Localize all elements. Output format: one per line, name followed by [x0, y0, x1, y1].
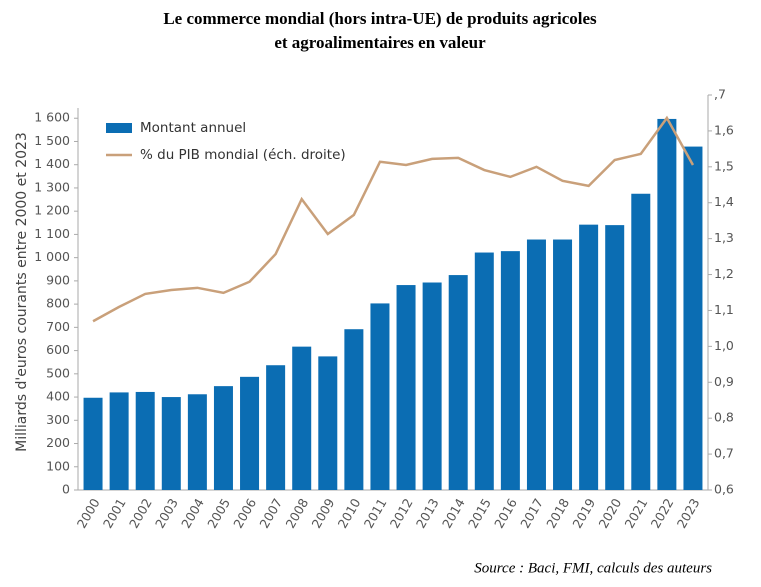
x-tick-label: 2001 [100, 496, 129, 531]
bar [396, 285, 416, 490]
bar [448, 275, 468, 490]
x-tick-label: 2008 [282, 496, 311, 531]
x-tick-label: 2012 [387, 496, 416, 531]
x-tick-label: 2003 [152, 496, 181, 531]
x-tick-label: 2011 [361, 496, 390, 531]
bar [500, 251, 520, 490]
bar [213, 386, 233, 490]
bar [579, 224, 599, 490]
y-axis-label: Milliards d'euros courants entre 2000 et… [14, 132, 30, 452]
x-tick-label: 2009 [309, 496, 338, 531]
y-tick-label: 900 [46, 272, 70, 287]
y-tick-label: 700 [46, 319, 70, 334]
x-tick-label: 2000 [74, 496, 103, 531]
bar [318, 356, 338, 490]
x-tick-label: 2017 [517, 496, 546, 531]
x-tick-label: 2019 [569, 496, 598, 531]
y2-tick-label: 0,9 [714, 374, 734, 389]
y-tick-label: 400 [46, 389, 70, 404]
y-tick-label: 100 [46, 458, 70, 473]
x-tick-label: 2014 [439, 496, 468, 531]
bar [683, 146, 703, 491]
chart-title: Le commerce mondial (hors intra-UE) de p… [163, 9, 597, 28]
x-tick-label: 2023 [674, 496, 703, 531]
y2-tick-label: 1,4 [714, 194, 734, 209]
y-tick-label: 1 300 [34, 179, 70, 194]
bar [344, 329, 364, 490]
y2-tick-label: 1,1 [714, 302, 734, 317]
x-tick-label: 2021 [622, 496, 651, 531]
y-tick-label: 0 [62, 482, 70, 497]
y-tick-label: 600 [46, 342, 70, 357]
bar [422, 282, 442, 490]
x-tick-label: 2006 [230, 496, 259, 531]
legend-label: % du PIB mondial (éch. droite) [140, 147, 346, 163]
x-tick-label: 2020 [595, 496, 624, 531]
y-tick-label: 1 200 [34, 203, 70, 218]
bar [370, 303, 390, 490]
x-tick-label: 2002 [126, 496, 155, 531]
bar [83, 397, 103, 490]
chart-subtitle: et agroalimentaires en valeur [274, 33, 486, 52]
y-tick-label: 500 [46, 365, 70, 380]
y-tick-label: 300 [46, 412, 70, 427]
x-tick-label: 2004 [178, 496, 207, 531]
line [92, 115, 695, 323]
bar [135, 391, 155, 490]
y-tick-label: 800 [46, 296, 70, 311]
y-tick-label: 1 100 [34, 226, 70, 241]
bar [109, 392, 129, 490]
bar [266, 365, 286, 490]
bar [187, 394, 207, 490]
x-tick-label: 2010 [335, 496, 364, 531]
x-tick-label: 2018 [543, 496, 572, 531]
bar [240, 376, 260, 490]
x-tick-label: 2016 [491, 496, 520, 531]
bar [292, 346, 312, 490]
source: Source : Baci, FMI, calculs des auteurs [474, 560, 712, 576]
y-tick-label: 1 400 [34, 156, 70, 171]
y2-tick-label: 0,6 [714, 482, 734, 497]
y2-tick-label: 0,7 [714, 446, 734, 461]
y2-tick-label: 1,5 [714, 158, 734, 173]
y-tick-label: 200 [46, 435, 70, 450]
x-tick-label: 2005 [204, 496, 233, 531]
bar [631, 193, 651, 490]
bar [553, 239, 573, 490]
y2-tick-label: 0,8 [714, 410, 734, 425]
bar [474, 252, 494, 490]
bar [161, 397, 181, 490]
x-tick-label: 2015 [465, 496, 494, 531]
y2-tick-label: 1,0 [714, 338, 734, 353]
y2-tick-label: ,7 [714, 87, 726, 102]
y-tick-label: 1 600 [34, 110, 70, 125]
legend-label: Montant annuel [140, 120, 246, 136]
y-tick-label: 1 000 [34, 249, 70, 264]
y-tick-label: 1 500 [34, 133, 70, 148]
y2-tick-label: 1,3 [714, 230, 734, 245]
y2-tick-label: 1,6 [714, 122, 734, 137]
x-tick-label: 2022 [648, 496, 677, 531]
bar [657, 118, 677, 491]
bar [526, 239, 546, 490]
legend-swatch [106, 123, 132, 133]
x-tick-label: 2013 [413, 496, 442, 531]
bar [605, 225, 625, 490]
y2-tick-label: 1,2 [714, 266, 734, 281]
x-tick-label: 2007 [256, 496, 285, 531]
